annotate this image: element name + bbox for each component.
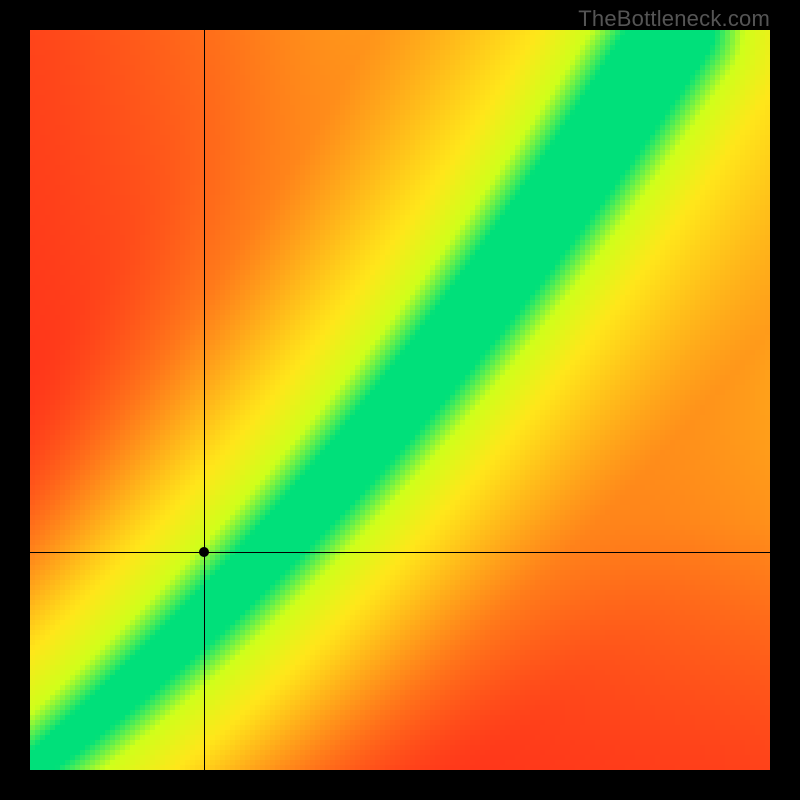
crosshair-horizontal [30,552,770,553]
crosshair-vertical [204,30,205,770]
watermark-text: TheBottleneck.com [578,6,770,32]
heatmap-plot [30,30,770,770]
heatmap-canvas [30,30,770,770]
marker-point [199,547,209,557]
